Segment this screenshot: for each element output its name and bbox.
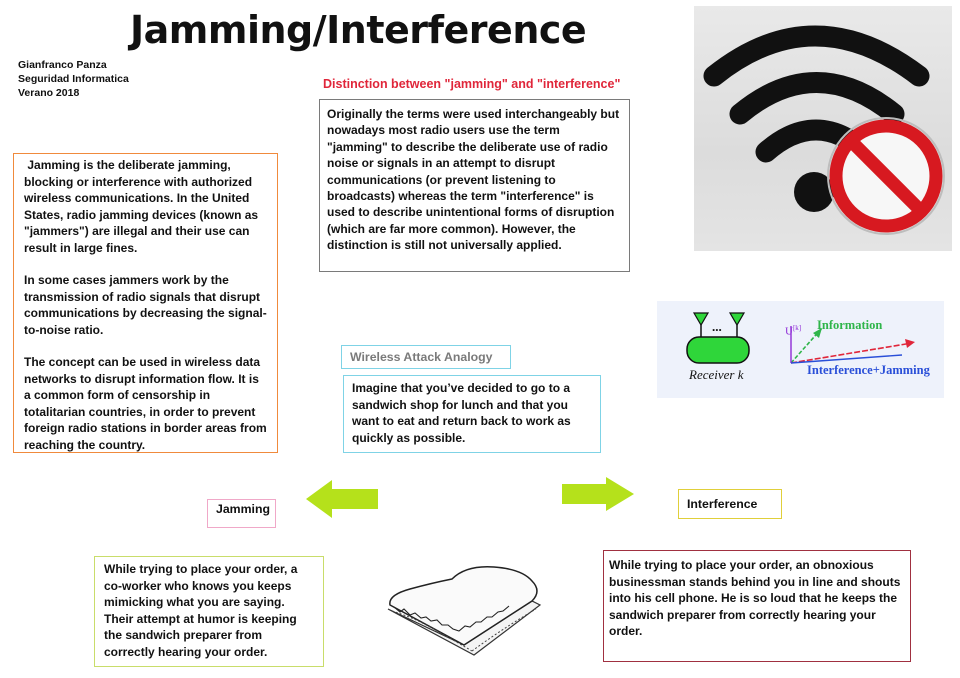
left-arrow-icon — [306, 480, 378, 518]
jamming-definition-paragraph: The concept can be used in wireless data… — [24, 355, 267, 452]
interference-label-box: Interference — [678, 489, 782, 519]
antenna-left-icon — [692, 312, 710, 327]
receiver-dots: ... — [712, 319, 722, 334]
receiver-label: Receiver k — [689, 367, 744, 382]
jamming-definition-box: Jamming is the deliberate jamming, block… — [13, 153, 278, 453]
jamming-example-text: While trying to place your order, a co-w… — [104, 562, 298, 659]
author-course: Seguridad Informatica — [18, 73, 129, 85]
no-wifi-image — [694, 6, 952, 251]
distinction-box: Originally the terms were used interchan… — [319, 99, 630, 272]
jamming-label: Jamming — [216, 502, 270, 516]
jamming-label-box: Jamming — [207, 499, 276, 528]
axis-label: U[k] — [785, 324, 801, 338]
receiver-diagram-svg — [686, 312, 915, 364]
author-name: Gianfranco Panza — [18, 59, 107, 71]
interference-example-box: While trying to place your order, an obn… — [603, 550, 911, 662]
axis-label-main: U — [785, 325, 793, 338]
interference-label: Interference — [687, 497, 758, 511]
jamming-definition-paragraph: In some cases jammers work by the transm… — [24, 273, 267, 337]
analogy-box: Imagine that you’ve decided to go to a s… — [343, 375, 601, 453]
page-title: Jamming/Interference — [130, 8, 587, 52]
analogy-label-box: Wireless Attack Analogy — [341, 345, 511, 369]
no-wifi-icon — [703, 25, 945, 235]
author-term: Verano 2018 — [18, 87, 80, 99]
interference-example-text: While trying to place your order, an obn… — [609, 558, 901, 638]
analogy-text: Imagine that you’ve decided to go to a s… — [352, 381, 571, 445]
distinction-text: Originally the terms were used interchan… — [327, 107, 620, 253]
distinction-heading: Distinction between "jamming" and "inter… — [323, 77, 621, 91]
interference-jamming-label: Interference+Jamming — [807, 363, 930, 377]
antenna-right-icon — [728, 312, 746, 327]
author-block: Gianfranco Panza Seguridad Informatica V… — [18, 58, 129, 100]
sandwich-icon — [387, 566, 542, 656]
analogy-label: Wireless Attack Analogy — [350, 350, 493, 364]
jamming-example-box: While trying to place your order, a co-w… — [94, 556, 324, 667]
axis-label-superscript: [k] — [792, 324, 802, 332]
information-label: Information — [817, 318, 883, 332]
receiver-icon — [686, 336, 750, 364]
right-arrow-icon — [562, 477, 634, 511]
interference-diagram: ... Receiver k U[k] Information Interfer… — [657, 301, 944, 398]
jamming-definition-paragraph: Jamming is the deliberate jamming, block… — [24, 158, 262, 255]
